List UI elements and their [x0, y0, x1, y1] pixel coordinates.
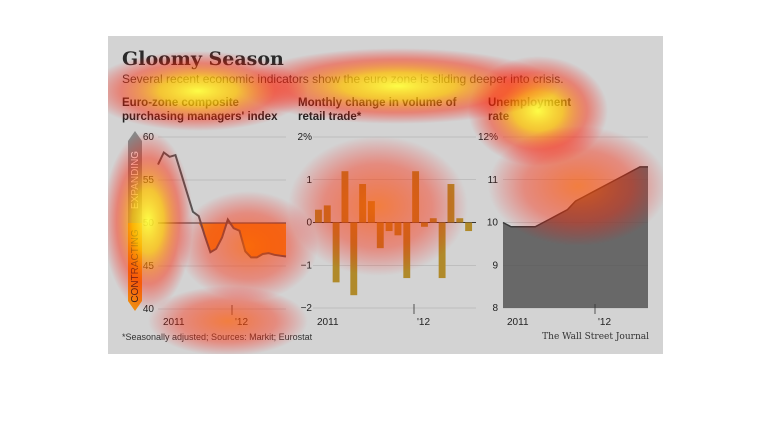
retail-bar [465, 222, 473, 232]
chart-panel: Gloomy Season Several recent economic in… [108, 36, 663, 354]
unemp-y-tick-label: 12% [478, 132, 498, 143]
unemployment-area-chart: 8 9 10 11 12% 2011 '12 [478, 132, 648, 328]
unemp-x-tick-label: 2011 [507, 317, 529, 328]
credit-line: The Wall Street Journal [542, 332, 649, 342]
unemp-y-tick-label: 10 [487, 218, 499, 229]
retail-x-tick-label: 2011 [317, 317, 339, 328]
unemp-x-tick-label: '12 [598, 317, 611, 328]
source-note: *Seasonally adjusted; Sources: Markit; E… [122, 332, 313, 342]
unemp-y-tick-label: 8 [492, 303, 498, 314]
unemp-y-tick-label: 11 [488, 175, 499, 186]
unemp-y-tick-label: 9 [492, 260, 498, 271]
unemp-area [503, 166, 648, 308]
retail-x-tick-label: '12 [417, 317, 430, 328]
